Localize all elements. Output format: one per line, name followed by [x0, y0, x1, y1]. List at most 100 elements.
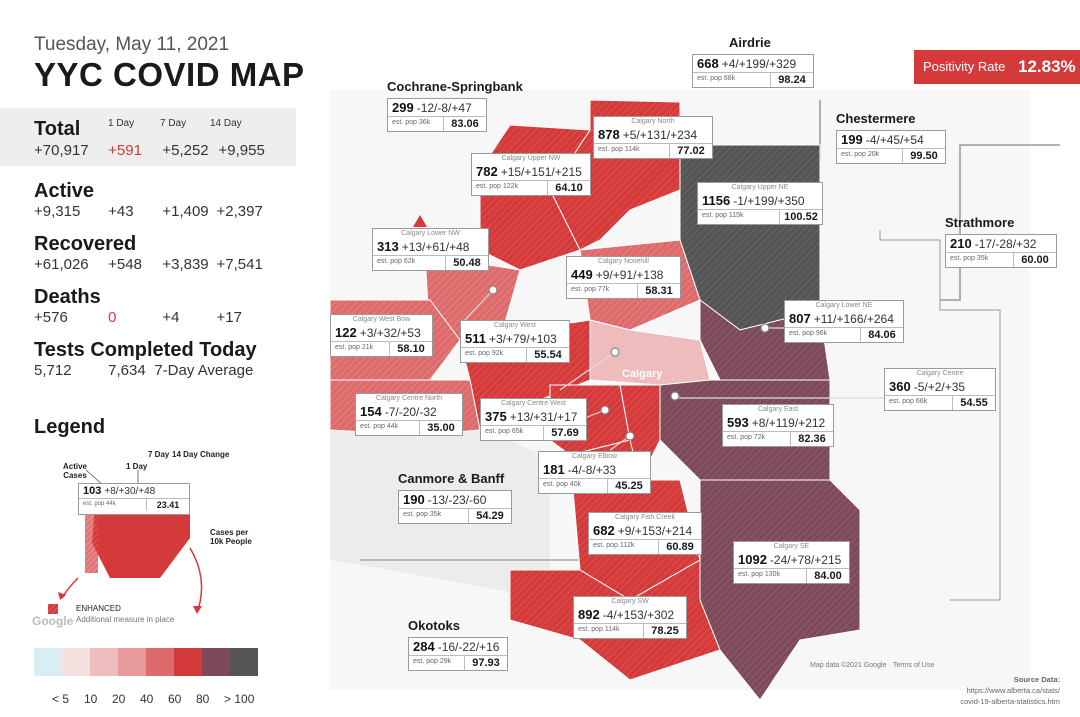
- region-box-calgary-fish-creek[interactable]: Calgary Fish Creek 682 +9/+153/+214 est. po…: [588, 512, 702, 555]
- map-marker[interactable]: [600, 405, 610, 415]
- region-changes: +11/+166/+264: [813, 312, 894, 326]
- legend-14day-label: 14 Day Change: [172, 450, 230, 459]
- region-population: est. pop 92k: [461, 348, 527, 362]
- stat-deaths-value: +576: [34, 309, 68, 326]
- region-active-cases: 807: [789, 311, 811, 326]
- region-name: Calgary Lower NW: [401, 230, 460, 237]
- region-box-calgary-upper-nw[interactable]: Calgary Upper NW 782 +15/+151/+215 est. pop…: [471, 153, 591, 196]
- region-changes: +9/+153/+214: [617, 524, 693, 538]
- map-marker[interactable]: [670, 391, 680, 401]
- region-changes: -24/+78/+215: [769, 553, 842, 567]
- region-name: Calgary Centre West: [501, 400, 566, 407]
- stat-deaths-label: Deaths: [34, 286, 101, 308]
- region-box-calgary-lower-ne[interactable]: Calgary Lower NE 807 +11/+166/+264 est. pop…: [784, 300, 904, 343]
- stat-recovered-label: Recovered: [34, 233, 137, 255]
- source-note: Source Data: https://www.alberta.ca/stat…: [960, 674, 1060, 707]
- stat-deaths-14day: +17: [216, 309, 242, 326]
- region-box-calgary-centre[interactable]: Calgary Centre 360 -5/+2/+35 est. pop 66k 54…: [884, 368, 996, 411]
- legend-cases-per-label: Cases per 10k People: [210, 528, 252, 546]
- region-changes: +15/+151/+215: [500, 165, 582, 179]
- region-rate: 35.00: [427, 422, 455, 434]
- region-population: est. pop 112k: [589, 540, 659, 554]
- region-active-cases: 181: [543, 462, 565, 477]
- region-rate: 60.89: [666, 541, 694, 553]
- region-rate: 84.06: [868, 329, 896, 341]
- region-name: Calgary Lower NE: [815, 302, 873, 309]
- region-name: Calgary Upper NE: [731, 184, 789, 191]
- stat-recovered-7day: +3,839: [162, 256, 209, 273]
- region-name: Calgary Elbow: [571, 453, 618, 460]
- legend-example-rate: 23.41: [156, 500, 180, 510]
- legend-scale-swatch: [34, 648, 62, 676]
- stat-total-7day: +5,252: [162, 142, 209, 159]
- region-box-calgary-west[interactable]: Calgary West 511 +3/+79/+103 est. pop 92k 55…: [460, 320, 570, 363]
- region-population: est. pop 40k: [539, 479, 608, 493]
- stat-tests: Tests Completed Today 5,712 7,634 7-Day …: [0, 337, 296, 387]
- source-url-1[interactable]: https://www.alberta.ca/stats/: [966, 686, 1060, 695]
- region-rate: 78.25: [651, 625, 679, 637]
- region-active-cases: 1156: [702, 193, 731, 208]
- region-box-cochrane[interactable]: 299 -12/-8/+47 est. pop 36k 83.06: [387, 98, 487, 132]
- region-rate: 99.50: [910, 150, 938, 162]
- map-marker[interactable]: [610, 347, 620, 357]
- region-active-cases: 199: [841, 132, 863, 147]
- map-terms-link[interactable]: Terms of Use: [893, 662, 935, 669]
- region-box-calgary-sw[interactable]: Calgary SW 892 -4/+153/+302 est. pop 114k 78…: [573, 596, 687, 639]
- region-rate: 45.25: [615, 480, 643, 492]
- region-name: Calgary Nosehill: [598, 258, 649, 265]
- region-name: Calgary North: [631, 118, 675, 125]
- region-changes: +13/+31/+17: [509, 410, 578, 424]
- map-marker[interactable]: [488, 285, 498, 295]
- region-population: est. pop 130k: [734, 569, 807, 583]
- region-rate: 84.00: [814, 570, 842, 582]
- region-box-calgary-north[interactable]: Calgary North 878 +5/+131/+234 est. pop 114…: [593, 116, 713, 159]
- region-box-calgary-lower-nw[interactable]: Calgary Lower NW 313 +13/+61/+48 est. pop 6…: [372, 228, 489, 271]
- region-box-airdrie[interactable]: 668 +4/+199/+329 est. pop 68k 98.24: [692, 54, 814, 88]
- stat-active: Active +9,315 +43 +1,409 +2,397: [0, 178, 296, 228]
- region-active-cases: 284: [413, 639, 435, 654]
- region-box-calgary-se[interactable]: Calgary SE 1092 -24/+78/+215 est. pop 130k 8…: [733, 541, 850, 584]
- legend-scale-swatch: [230, 648, 258, 676]
- region-box-canmore[interactable]: 190 -13/-23/-60 est. pop 35k 54.29: [398, 490, 512, 524]
- region-box-calgary-upper-ne[interactable]: Calgary Upper NE 1156 -1/+199/+350 est. pop…: [697, 182, 823, 225]
- legend-scale-label: 10: [84, 692, 98, 706]
- legend-example-changes: +8/+30/+48: [104, 486, 156, 497]
- bearspaw-marker-icon: [413, 215, 427, 227]
- col-head-1day: 1 Day: [108, 118, 135, 129]
- stat-active-14day: +2,397: [216, 203, 263, 220]
- region-box-calgary-nosehill[interactable]: Calgary Nosehill 449 +9/+91/+138 est. pop 7…: [566, 256, 681, 299]
- legend-diagram: Active Cases 1 Day 7 Day 14 Day Change 1…: [30, 448, 290, 638]
- region-box-calgary-centre-north[interactable]: Calgary Centre North 154 -7/-20/-32 est. po…: [355, 393, 463, 436]
- region-box-calgary-west-bow[interactable]: Calgary West Bow 122 +3/+32/+53 est. pop 21…: [330, 314, 433, 357]
- region-name: Calgary West: [494, 322, 536, 329]
- region-population: est. pop 122k: [472, 181, 548, 195]
- region-population: est. pop 20k: [837, 149, 903, 163]
- region-box-calgary-elbow[interactable]: Calgary Elbow 181 -4/-8/+33 est. pop 40k 45.…: [538, 451, 651, 494]
- region-title-okotoks: Okotoks: [408, 618, 461, 633]
- legend-scale-label: > 100: [224, 692, 255, 706]
- region-population: est. pop 21k: [331, 342, 390, 356]
- region-title-airdrie: Airdrie: [729, 35, 771, 50]
- region-active-cases: 593: [727, 415, 749, 430]
- region-rate: 58.31: [645, 285, 673, 297]
- source-url-2[interactable]: covid-19-alberta-statistics.htm: [960, 697, 1060, 706]
- leader-line: [459, 289, 494, 326]
- legend-scale-swatch: [202, 648, 230, 676]
- stat-recovered-value: +61,026: [34, 256, 89, 273]
- region-name: Calgary Fish Creek: [615, 514, 675, 521]
- region-active-cases: 668: [697, 56, 719, 71]
- legend-scale-swatch: [118, 648, 146, 676]
- map-marker[interactable]: [760, 323, 770, 333]
- region-box-calgary-centre-west[interactable]: Calgary Centre West 375 +13/+31/+17 est. po…: [480, 398, 587, 441]
- stat-total-1day: +591: [108, 142, 142, 159]
- region-name: Calgary Centre North: [375, 395, 443, 402]
- region-population: est. pop 115k: [698, 210, 780, 224]
- col-head-7day: 7 Day: [160, 118, 187, 129]
- positivity-value: 12.83%: [1018, 57, 1076, 76]
- map-marker[interactable]: [625, 431, 635, 441]
- region-box-chestermere[interactable]: 199 -4/+45/+54 est. pop 20k 99.50: [836, 130, 946, 164]
- region-box-strathmore[interactable]: 210 -17/-28/+32 est. pop 35k 60.00: [945, 234, 1057, 268]
- region-box-okotoks[interactable]: 284 -16/-22/+16 est. pop 29k 97.93: [408, 637, 508, 671]
- region-box-calgary-east[interactable]: Calgary East 593 +8/+119/+212 est. pop 72k 8…: [722, 404, 834, 447]
- region-changes: -16/-22/+16: [437, 640, 500, 654]
